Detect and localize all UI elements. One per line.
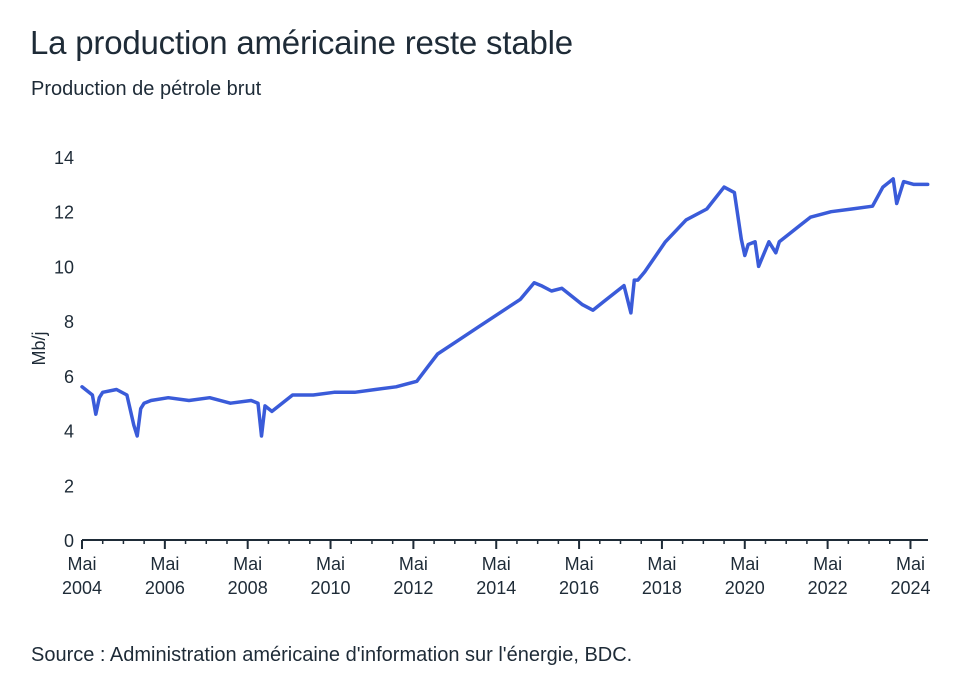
x-tick-label-year: 2012 <box>393 578 433 598</box>
y-axis: 0 2 4 6 8 10 12 14 <box>54 148 74 551</box>
chart-subtitle: Production de pétrole brut <box>31 78 262 100</box>
x-tick-label-month: Mai <box>316 554 345 574</box>
x-tick-label-year: 2020 <box>725 578 765 598</box>
y-tick-label: 6 <box>64 367 74 387</box>
x-tick-label-month: Mai <box>896 554 925 574</box>
y-tick-label: 14 <box>54 148 74 168</box>
x-tick-label-year: 2014 <box>476 578 516 598</box>
y-tick-label: 4 <box>64 422 74 442</box>
y-tick-label: 12 <box>54 203 74 223</box>
x-tick-label-month: Mai <box>813 554 842 574</box>
y-tick-label: 2 <box>64 476 74 496</box>
x-tick-label-year: 2024 <box>890 578 930 598</box>
x-tick-label-year: 2006 <box>145 578 185 598</box>
y-tick-label: 8 <box>64 312 74 332</box>
x-tick-label-month: Mai <box>565 554 594 574</box>
x-tick-label-month: Mai <box>647 554 676 574</box>
x-tick-label-month: Mai <box>399 554 428 574</box>
y-tick-label: 0 <box>64 531 74 551</box>
x-tick-label-month: Mai <box>482 554 511 574</box>
source-note: Source : Administration américaine d'inf… <box>31 644 633 666</box>
x-tick-label-year: 2008 <box>228 578 268 598</box>
x-tick-label-year: 2016 <box>559 578 599 598</box>
x-tick-label-year: 2010 <box>311 578 351 598</box>
x-tick-label-month: Mai <box>730 554 759 574</box>
x-tick-label-year: 2022 <box>808 578 848 598</box>
x-tick-label-month: Mai <box>67 554 96 574</box>
x-tick-label-year: 2018 <box>642 578 682 598</box>
x-axis: Mai 2004 Mai 2006 Mai 2008 Mai 2010 Mai 2012 Mai 20… <box>62 539 930 598</box>
y-axis-label: Mb/j <box>29 331 49 365</box>
x-tick-label-year: 2004 <box>62 578 102 598</box>
x-tick-label-month: Mai <box>150 554 179 574</box>
y-tick-label: 10 <box>54 257 74 277</box>
series-line <box>80 177 930 438</box>
series-group <box>80 177 930 438</box>
x-tick-label-month: Mai <box>233 554 262 574</box>
chart-title: La production américaine reste stable <box>30 24 573 61</box>
